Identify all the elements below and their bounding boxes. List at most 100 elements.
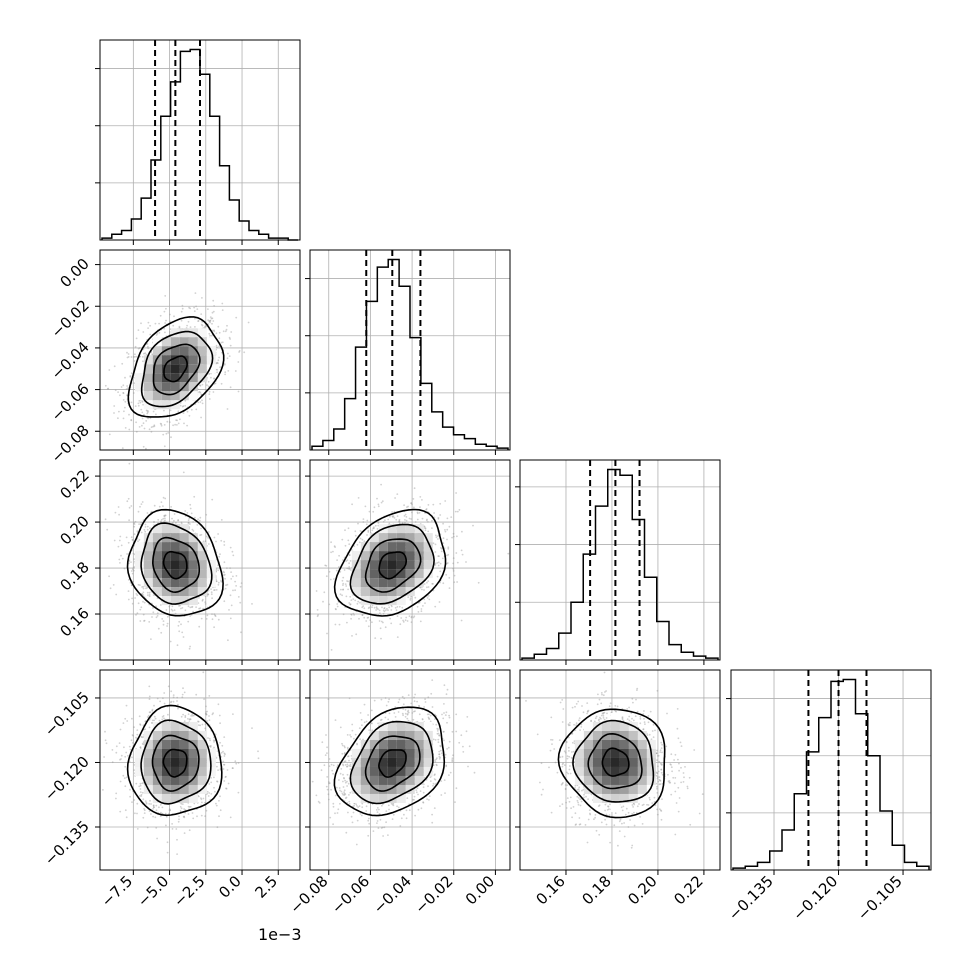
- sample-point: [209, 316, 212, 318]
- sample-point: [121, 557, 124, 560]
- sample-point: [199, 534, 202, 537]
- sample-point: [207, 385, 210, 388]
- sample-point: [218, 555, 221, 558]
- sample-point: [133, 522, 136, 524]
- density-cell: [188, 364, 198, 374]
- sample-point: [403, 504, 405, 507]
- sample-point: [181, 405, 184, 408]
- sample-point: [367, 607, 370, 610]
- sample-point: [159, 422, 162, 425]
- sample-point: [158, 322, 161, 325]
- sample-point: [172, 522, 174, 525]
- sample-point: [330, 541, 332, 544]
- sample-point: [201, 324, 204, 327]
- density-cell: [179, 337, 189, 347]
- density-cell: [179, 373, 189, 383]
- sample-point: [213, 330, 216, 333]
- sample-point: [180, 522, 183, 525]
- sample-point: [187, 605, 190, 608]
- sample-point: [179, 402, 182, 404]
- sample-point: [405, 516, 408, 518]
- sample-point: [143, 528, 146, 531]
- sample-point: [169, 320, 172, 323]
- sample-point: [182, 471, 185, 474]
- sample-point: [113, 405, 116, 407]
- sample-point: [446, 528, 449, 531]
- sample-point: [201, 598, 204, 601]
- sample-point: [108, 369, 111, 371]
- sample-point: [434, 605, 437, 608]
- sample-point: [342, 584, 344, 586]
- sample-point: [154, 717, 157, 720]
- sample-point: [445, 554, 448, 557]
- sample-point: [342, 576, 345, 579]
- sample-point: [107, 387, 110, 390]
- sample-point: [213, 305, 216, 307]
- sample-point: [224, 577, 227, 580]
- sample-point: [213, 378, 216, 380]
- sample-point: [217, 359, 220, 362]
- sample-point: [371, 529, 374, 532]
- sample-point: [140, 606, 143, 609]
- sample-point: [198, 607, 201, 610]
- density-cell: [161, 364, 171, 374]
- sample-point: [229, 594, 232, 597]
- sample-point: [216, 368, 219, 371]
- sample-point: [119, 394, 121, 397]
- sample-point: [180, 807, 183, 810]
- sample-point: [364, 505, 367, 508]
- sample-point: [190, 512, 193, 515]
- sample-point: [173, 609, 176, 611]
- sample-point: [434, 543, 437, 546]
- sample-point: [456, 561, 459, 564]
- sample-point: [452, 570, 455, 572]
- sample-point: [207, 531, 210, 533]
- sample-point: [218, 345, 221, 348]
- sample-point: [106, 528, 109, 531]
- sample-point: [447, 547, 450, 550]
- sample-point: [452, 557, 455, 559]
- sample-point: [330, 551, 332, 554]
- sample-point: [122, 392, 125, 395]
- sample-point: [178, 818, 180, 821]
- sample-point: [117, 545, 120, 548]
- density-cell: [161, 373, 171, 383]
- sample-point: [177, 410, 180, 413]
- sample-point: [216, 361, 219, 364]
- sample-point: [135, 430, 138, 433]
- sample-point: [178, 630, 181, 633]
- sample-point: [208, 373, 211, 375]
- sample-point: [217, 581, 220, 584]
- sample-point: [153, 521, 155, 524]
- sample-point: [396, 606, 399, 608]
- sample-point: [217, 362, 219, 364]
- sample-point: [208, 320, 211, 323]
- sample-point: [163, 424, 166, 426]
- sample-point: [223, 600, 226, 603]
- density-cell: [188, 382, 198, 392]
- sample-point: [189, 645, 192, 648]
- sample-point: [148, 591, 151, 594]
- sample-point: [166, 420, 169, 423]
- sample-point: [182, 405, 185, 407]
- sample-point: [123, 746, 125, 749]
- sample-point: [416, 518, 419, 521]
- density-cell: [396, 533, 406, 543]
- sample-point: [138, 538, 141, 541]
- sample-point: [153, 520, 155, 523]
- sample-point: [165, 432, 168, 435]
- sample-point: [130, 505, 133, 507]
- sample-point: [194, 317, 196, 320]
- sample-point: [139, 782, 142, 785]
- sample-point: [458, 509, 461, 511]
- sample-point: [434, 551, 437, 553]
- sample-point: [325, 575, 328, 578]
- contour-line: [152, 343, 201, 396]
- sample-point: [371, 606, 373, 609]
- sample-point: [145, 587, 147, 590]
- sample-point: [438, 601, 441, 603]
- sample-point: [436, 575, 439, 578]
- sample-point: [154, 322, 157, 325]
- sample-point: [197, 401, 200, 404]
- sample-point: [168, 421, 171, 423]
